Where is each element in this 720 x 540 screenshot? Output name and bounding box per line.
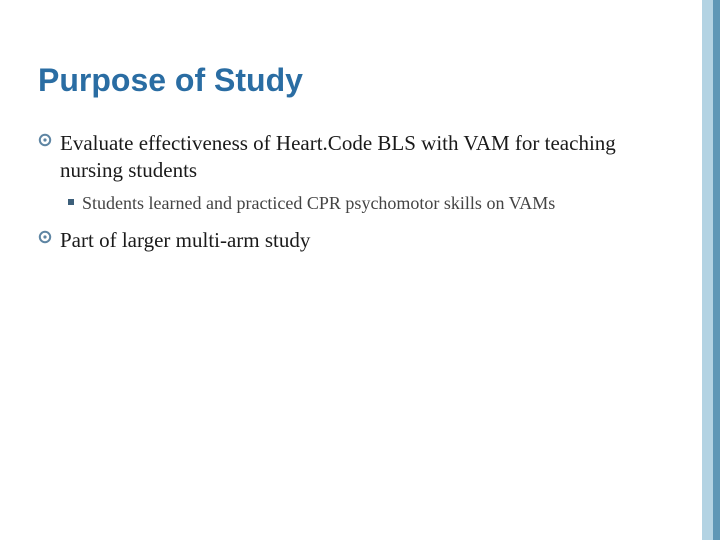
bullet-text: Students learned and practiced CPR psych… bbox=[82, 192, 555, 215]
content-area: Evaluate effectiveness of Heart.Code BLS… bbox=[38, 130, 658, 260]
square-bullet-icon bbox=[68, 199, 74, 205]
bullet-text: Part of larger multi-arm study bbox=[60, 227, 310, 254]
slide-title: Purpose of Study bbox=[38, 62, 303, 99]
ring-bullet-icon bbox=[38, 133, 52, 147]
accent-stripe-light bbox=[702, 0, 713, 540]
bullet-level-1: Part of larger multi-arm study bbox=[38, 227, 658, 254]
accent-stripe-dark bbox=[713, 0, 720, 540]
bullet-level-2: Students learned and practiced CPR psych… bbox=[68, 192, 658, 215]
slide: Purpose of Study Evaluate effectiveness … bbox=[0, 0, 720, 540]
bullet-text: Evaluate effectiveness of Heart.Code BLS… bbox=[60, 130, 658, 184]
ring-bullet-icon bbox=[38, 230, 52, 244]
bullet-level-1: Evaluate effectiveness of Heart.Code BLS… bbox=[38, 130, 658, 184]
